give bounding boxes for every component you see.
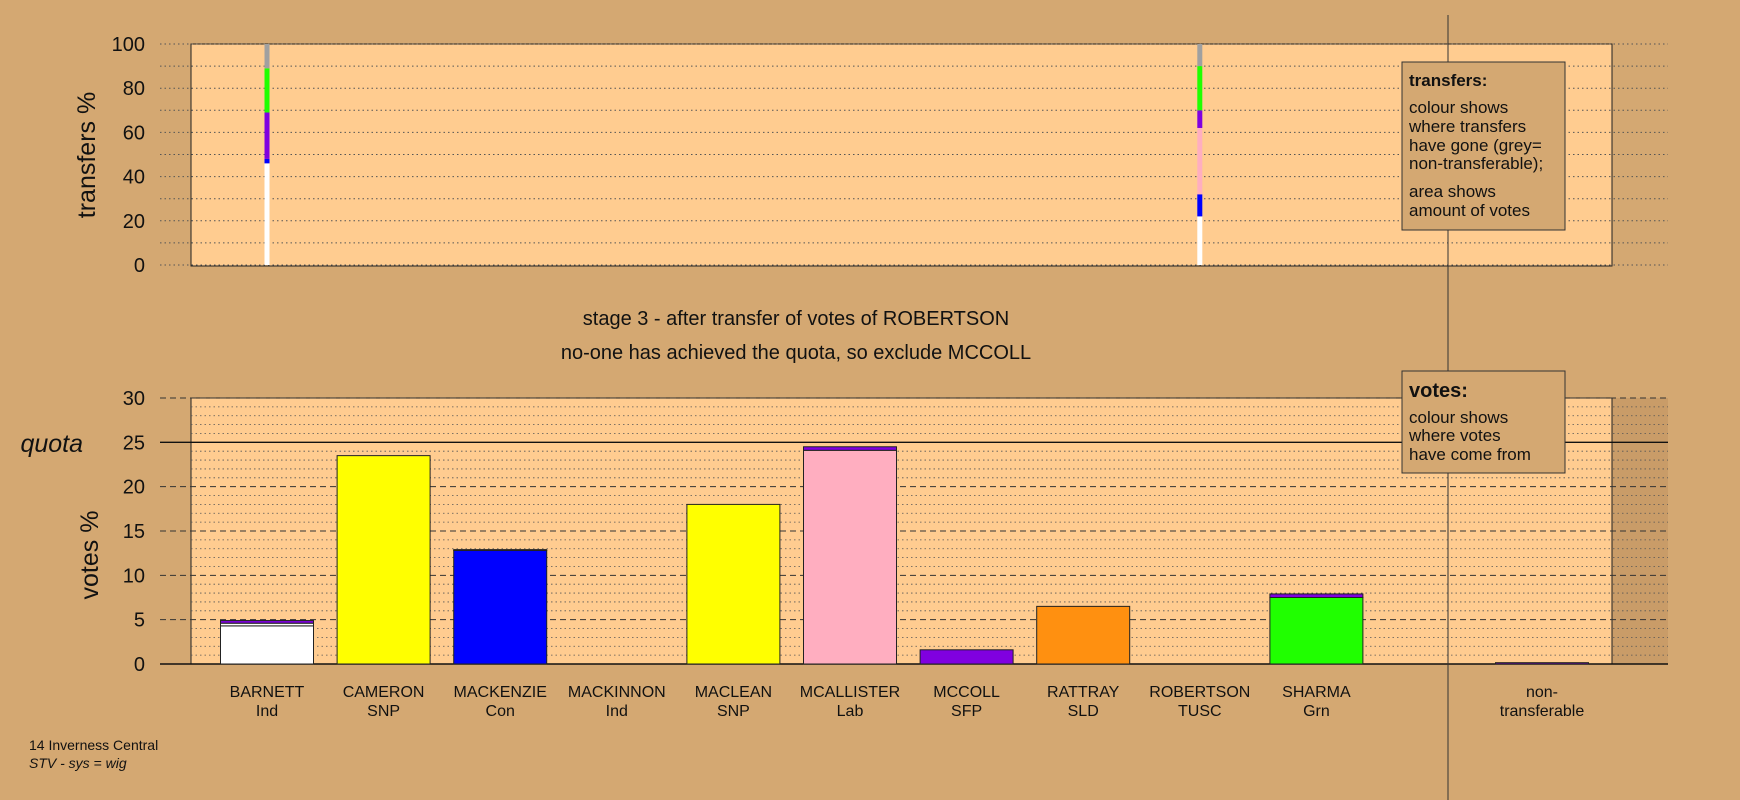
- transfers-y-tick-label: 80: [123, 78, 145, 100]
- candidate-party-label: Grn: [1303, 703, 1330, 720]
- candidate-party-label: Lab: [837, 703, 864, 720]
- transfers-bars: [264, 44, 1203, 265]
- vote-bar-segment: [803, 446, 897, 451]
- transfer-segment: [1197, 216, 1203, 265]
- vote-bar-segment: [220, 625, 314, 665]
- candidate-name-label: ROBERTSON: [1149, 684, 1250, 701]
- candidate-party-label: Ind: [256, 703, 278, 720]
- vote-bar-segment: [686, 503, 781, 665]
- transfers-y-axis-label: transfers %: [73, 92, 101, 218]
- candidate-party-label: SFP: [951, 703, 982, 720]
- candidate-name-label: MACKENZIE: [454, 684, 547, 701]
- transfers-y-tick-label: 0: [134, 255, 145, 277]
- candidate-name-label: MCALLISTER: [800, 684, 900, 701]
- candidate-party-label: Con: [486, 703, 515, 720]
- votes-legend-title: votes:: [1409, 380, 1468, 402]
- vote-bar-segment: [336, 455, 431, 665]
- candidate-name-label: RATTRAY: [1047, 684, 1120, 701]
- candidate-labels: BARNETT Ind CAMERON SNP MACKENZIE Con MACKINNO…: [230, 684, 1585, 720]
- transfers-legend-line: area shows: [1409, 182, 1496, 201]
- vote-bar-segment: [919, 649, 1014, 665]
- transfers-y-tick-label: 100: [112, 34, 145, 56]
- candidate-name-label: MACLEAN: [695, 684, 772, 701]
- votes-y-ticks: 0 5 10 15 20 25 30: [123, 388, 145, 676]
- votes-y-tick-label: 10: [123, 565, 145, 587]
- stage-decision: no-one has achieved the quota, so exclud…: [561, 342, 1031, 364]
- vote-bar-segment: [803, 449, 897, 665]
- vote-bar-segment: [220, 620, 314, 624]
- candidate-name-label: SHARMA: [1282, 684, 1351, 701]
- vote-bar-segment: [1269, 597, 1364, 665]
- transfers-y-tick-label: 40: [123, 167, 145, 189]
- quota-label: quota: [20, 430, 83, 458]
- transfer-segment: [264, 112, 270, 159]
- transfers-legend-line: where transfers: [1408, 117, 1526, 136]
- transfer-segment: [1197, 194, 1203, 217]
- transfers-legend-line: amount of votes: [1409, 201, 1530, 220]
- candidate-name-label: BARNETT: [230, 684, 305, 701]
- transfers-y-ticks: 0 20 40 60 80 100: [112, 34, 145, 277]
- vote-bar-segment: [1495, 662, 1589, 665]
- transfers-legend: transfers: colour shows where transfers …: [1401, 61, 1566, 231]
- votes-legend-box: [1401, 370, 1566, 474]
- transfers-legend-line: colour shows: [1409, 98, 1508, 117]
- votes-y-tick-label: 25: [123, 432, 145, 454]
- candidate-party-label: TUSC: [1178, 703, 1222, 720]
- transfer-segment: [264, 68, 270, 113]
- candidate-name-label: MACKINNON: [568, 684, 666, 701]
- candidate-name-label: MCCOLL: [933, 684, 1000, 701]
- votes-y-axis-label: votes %: [76, 511, 104, 600]
- votes-y-tick-label: 0: [134, 654, 145, 676]
- transfers-y-tick-label: 20: [123, 211, 145, 233]
- transfer-segment: [1197, 44, 1203, 67]
- transfers-legend-box: [1401, 61, 1566, 231]
- votes-y-tick-label: 30: [123, 388, 145, 410]
- candidate-name-label: non-: [1526, 684, 1558, 701]
- stage-description: stage 3 - after transfer of votes of ROB…: [583, 308, 1009, 330]
- vote-bar-segment: [453, 550, 548, 665]
- vote-bar-segment: [1269, 593, 1364, 598]
- votes-y-tick-label: 15: [123, 521, 145, 543]
- votes-bars: [220, 446, 1589, 665]
- candidate-party-label: transferable: [1500, 703, 1585, 720]
- votes-legend-line: colour shows: [1409, 408, 1508, 427]
- transfers-legend-title: transfers:: [1409, 71, 1487, 90]
- transfer-segment: [264, 44, 270, 69]
- vote-bar-segment: [453, 549, 548, 552]
- vote-bar-segment: [1036, 605, 1131, 665]
- transfer-segment: [264, 158, 270, 164]
- candidate-party-label: SNP: [717, 703, 750, 720]
- transfer-segment: [1197, 66, 1203, 111]
- candidate-party-label: Ind: [606, 703, 628, 720]
- transfers-legend-line: have gone (grey=: [1409, 136, 1542, 155]
- candidate-party-label: SLD: [1068, 703, 1099, 720]
- transfers-y-tick-label: 60: [123, 122, 145, 144]
- transfer-segment: [1197, 127, 1203, 195]
- votes-legend-line: have come from: [1409, 445, 1531, 464]
- votes-y-tick-label: 20: [123, 477, 145, 499]
- votes-legend-line: where votes: [1408, 426, 1501, 445]
- footer-ward: 14 Inverness Central: [29, 737, 158, 753]
- votes-legend: votes: colour shows where votes have com…: [1401, 370, 1566, 474]
- footer-system: STV - sys = wig: [29, 755, 127, 771]
- transfer-segment: [264, 163, 270, 265]
- candidate-party-label: SNP: [367, 703, 400, 720]
- candidate-name-label: CAMERON: [343, 684, 425, 701]
- transfer-segment: [1197, 110, 1203, 128]
- votes-y-tick-label: 5: [134, 610, 145, 632]
- transfers-legend-line: non-transferable);: [1409, 154, 1543, 173]
